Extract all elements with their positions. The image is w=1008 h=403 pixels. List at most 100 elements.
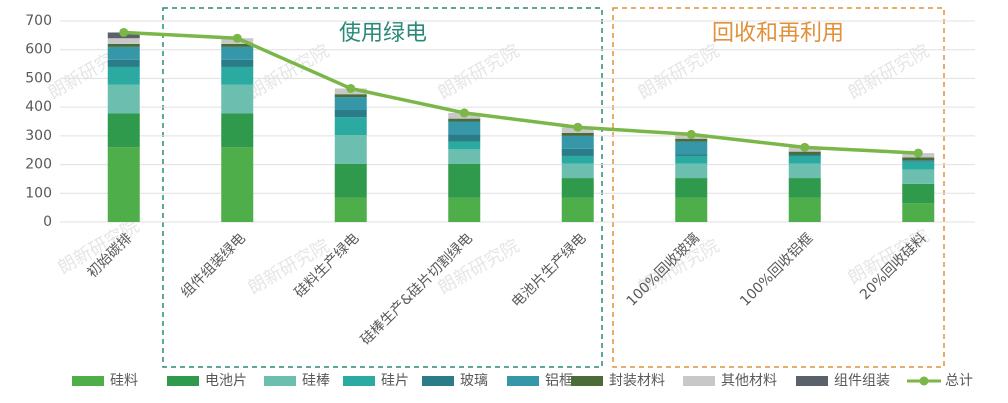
bar-segment	[675, 154, 708, 156]
total-point	[232, 33, 242, 43]
bar-segment	[788, 154, 821, 156]
bar-segment	[561, 155, 594, 164]
total-point	[800, 142, 810, 152]
bar-segment	[561, 163, 594, 179]
total-point	[686, 129, 696, 139]
bar-segment	[221, 43, 254, 47]
legend-swatch	[571, 376, 603, 386]
legend-label: 硅料	[110, 373, 138, 389]
bar-segment	[221, 113, 254, 148]
legend-swatch	[919, 376, 929, 386]
legend-label: 硅棒	[302, 373, 330, 389]
bar-segment	[902, 157, 935, 161]
total-point	[346, 83, 356, 93]
total-line	[123, 30, 919, 155]
bar-segment	[334, 110, 367, 118]
legend-label: 封装材料	[609, 373, 665, 389]
legend-label: 玻璃	[460, 372, 488, 389]
x-tick-label: 100%回收铝框	[737, 230, 816, 309]
bar-segment	[902, 169, 935, 184]
bar-segment	[448, 149, 481, 164]
bar-segment	[788, 151, 821, 155]
total-point	[119, 27, 129, 37]
bar-segment	[675, 197, 708, 222]
bar-segment	[561, 135, 594, 149]
bar-segment	[221, 147, 254, 222]
bar-segment	[221, 84, 254, 114]
bar-segment	[902, 161, 935, 170]
bar-segment	[334, 97, 367, 111]
recycle-box	[612, 7, 945, 368]
bar-segment	[448, 197, 481, 222]
legend-swatch	[264, 376, 296, 386]
bar-segment	[221, 66, 254, 85]
total-point	[913, 148, 923, 158]
bar-segment	[334, 134, 367, 164]
bar-segment	[448, 163, 481, 198]
x-tick-label: 组件组装绿电	[178, 230, 249, 301]
legend-swatch	[422, 376, 454, 386]
bar-segment	[334, 163, 367, 198]
y-tick-label: 200	[25, 157, 52, 173]
bar-segment	[788, 197, 821, 222]
bar-segment	[788, 178, 821, 198]
y-tick-label: 400	[25, 99, 52, 115]
legend-swatch	[167, 376, 199, 386]
bar-segment	[788, 163, 821, 179]
legend-swatch	[683, 376, 715, 386]
bar-segment	[902, 183, 935, 204]
bar-segment	[448, 134, 481, 142]
y-tick-label: 500	[25, 70, 52, 86]
bar-segment	[107, 66, 140, 85]
y-tick-label: 600	[25, 42, 52, 58]
legend-label: 电池片	[205, 373, 247, 389]
bar-segment	[561, 132, 594, 136]
bar-segment	[561, 148, 594, 156]
bar-segment	[107, 43, 140, 47]
bar-segment	[107, 59, 140, 67]
bar-segment	[675, 138, 708, 142]
bar-segment	[902, 203, 935, 222]
x-tick-label: 电池片生产绿电	[509, 230, 590, 311]
bar-segment	[334, 197, 367, 222]
bar-segment	[675, 163, 708, 179]
bar-segment	[561, 197, 594, 222]
legend-label: 铝框	[545, 373, 573, 389]
bar-segment	[675, 155, 708, 164]
bar-segment	[902, 160, 935, 162]
y-tick-label: 0	[43, 214, 52, 230]
bar-segment	[107, 38, 140, 44]
bar-segment	[675, 141, 708, 155]
legend-swatch	[343, 376, 375, 386]
y-tick-label: 700	[25, 13, 52, 29]
annotation: 使用绿电	[339, 21, 427, 46]
bar-segment	[448, 141, 481, 150]
legend-label: 硅片	[381, 373, 409, 389]
legend-label: 组件组装	[834, 373, 890, 389]
bar-segment	[334, 94, 367, 98]
green-power-box	[162, 7, 603, 368]
bar-segment	[561, 178, 594, 198]
y-tick-label: 300	[25, 128, 52, 144]
bar-segment	[107, 84, 140, 114]
bar-segment	[334, 117, 367, 135]
bar-segment	[221, 59, 254, 67]
legend-label: 其他材料	[721, 373, 777, 389]
bar-segment	[107, 46, 140, 60]
legend-swatch	[507, 376, 539, 386]
bar-segment	[448, 121, 481, 135]
annotation: 回收和再利用	[712, 21, 844, 46]
legend-swatch	[72, 376, 104, 386]
bar-segment	[448, 118, 481, 122]
y-tick-label: 100	[25, 185, 52, 201]
bar-segment	[107, 113, 140, 148]
bar-segment	[788, 155, 821, 164]
legend-swatch	[796, 376, 828, 386]
total-point	[459, 108, 469, 118]
bar-segment	[675, 178, 708, 198]
bar-segment	[221, 46, 254, 60]
bar-segment	[107, 147, 140, 222]
legend-label: 总计	[945, 373, 973, 389]
total-point	[573, 122, 583, 132]
